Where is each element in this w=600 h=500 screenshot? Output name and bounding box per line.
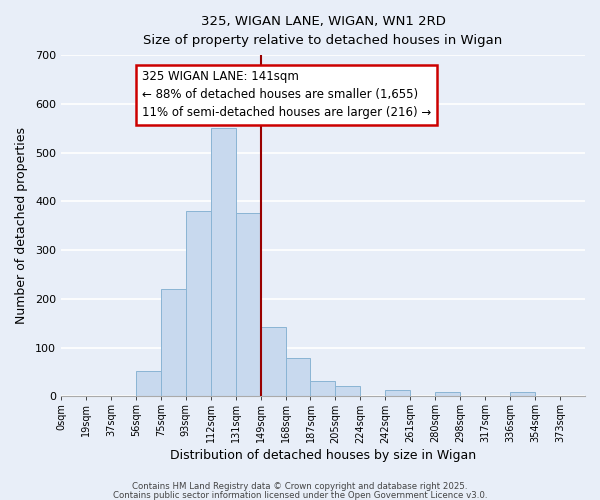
Bar [335, 386, 361, 396]
Bar [161, 289, 186, 396]
Text: 325 WIGAN LANE: 141sqm
← 88% of detached houses are smaller (1,655)
11% of semi-: 325 WIGAN LANE: 141sqm ← 88% of detached… [142, 70, 431, 120]
X-axis label: Distribution of detached houses by size in Wigan: Distribution of detached houses by size … [170, 450, 476, 462]
Title: 325, WIGAN LANE, WIGAN, WN1 2RD
Size of property relative to detached houses in : 325, WIGAN LANE, WIGAN, WN1 2RD Size of … [143, 15, 503, 47]
Y-axis label: Number of detached properties: Number of detached properties [15, 127, 28, 324]
Bar [186, 211, 211, 396]
Bar [385, 390, 410, 396]
Bar [510, 392, 535, 396]
Bar [211, 128, 236, 396]
Bar [435, 392, 460, 396]
Text: Contains HM Land Registry data © Crown copyright and database right 2025.: Contains HM Land Registry data © Crown c… [132, 482, 468, 491]
Bar [136, 371, 161, 396]
Text: Contains public sector information licensed under the Open Government Licence v3: Contains public sector information licen… [113, 490, 487, 500]
Bar [236, 214, 260, 396]
Bar [260, 326, 286, 396]
Bar [286, 358, 310, 396]
Bar [310, 380, 335, 396]
